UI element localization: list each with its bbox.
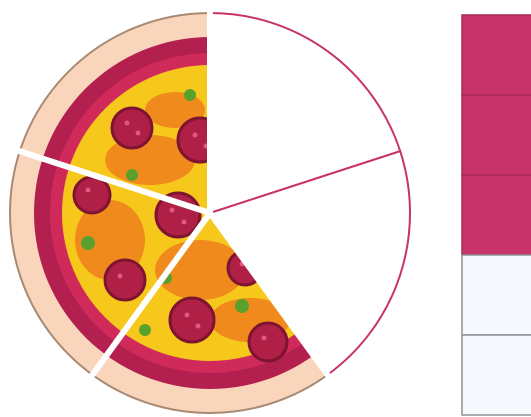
bar-part xyxy=(462,15,531,95)
pizza xyxy=(10,3,410,413)
page: (() => { const data = JSON.parse(documen… xyxy=(0,0,531,417)
fraction-illustration xyxy=(0,0,531,417)
bar-part xyxy=(462,95,531,175)
bar-part xyxy=(462,255,531,335)
bar-part xyxy=(462,175,531,255)
fraction-bar xyxy=(462,15,531,415)
bar-part xyxy=(462,335,531,415)
